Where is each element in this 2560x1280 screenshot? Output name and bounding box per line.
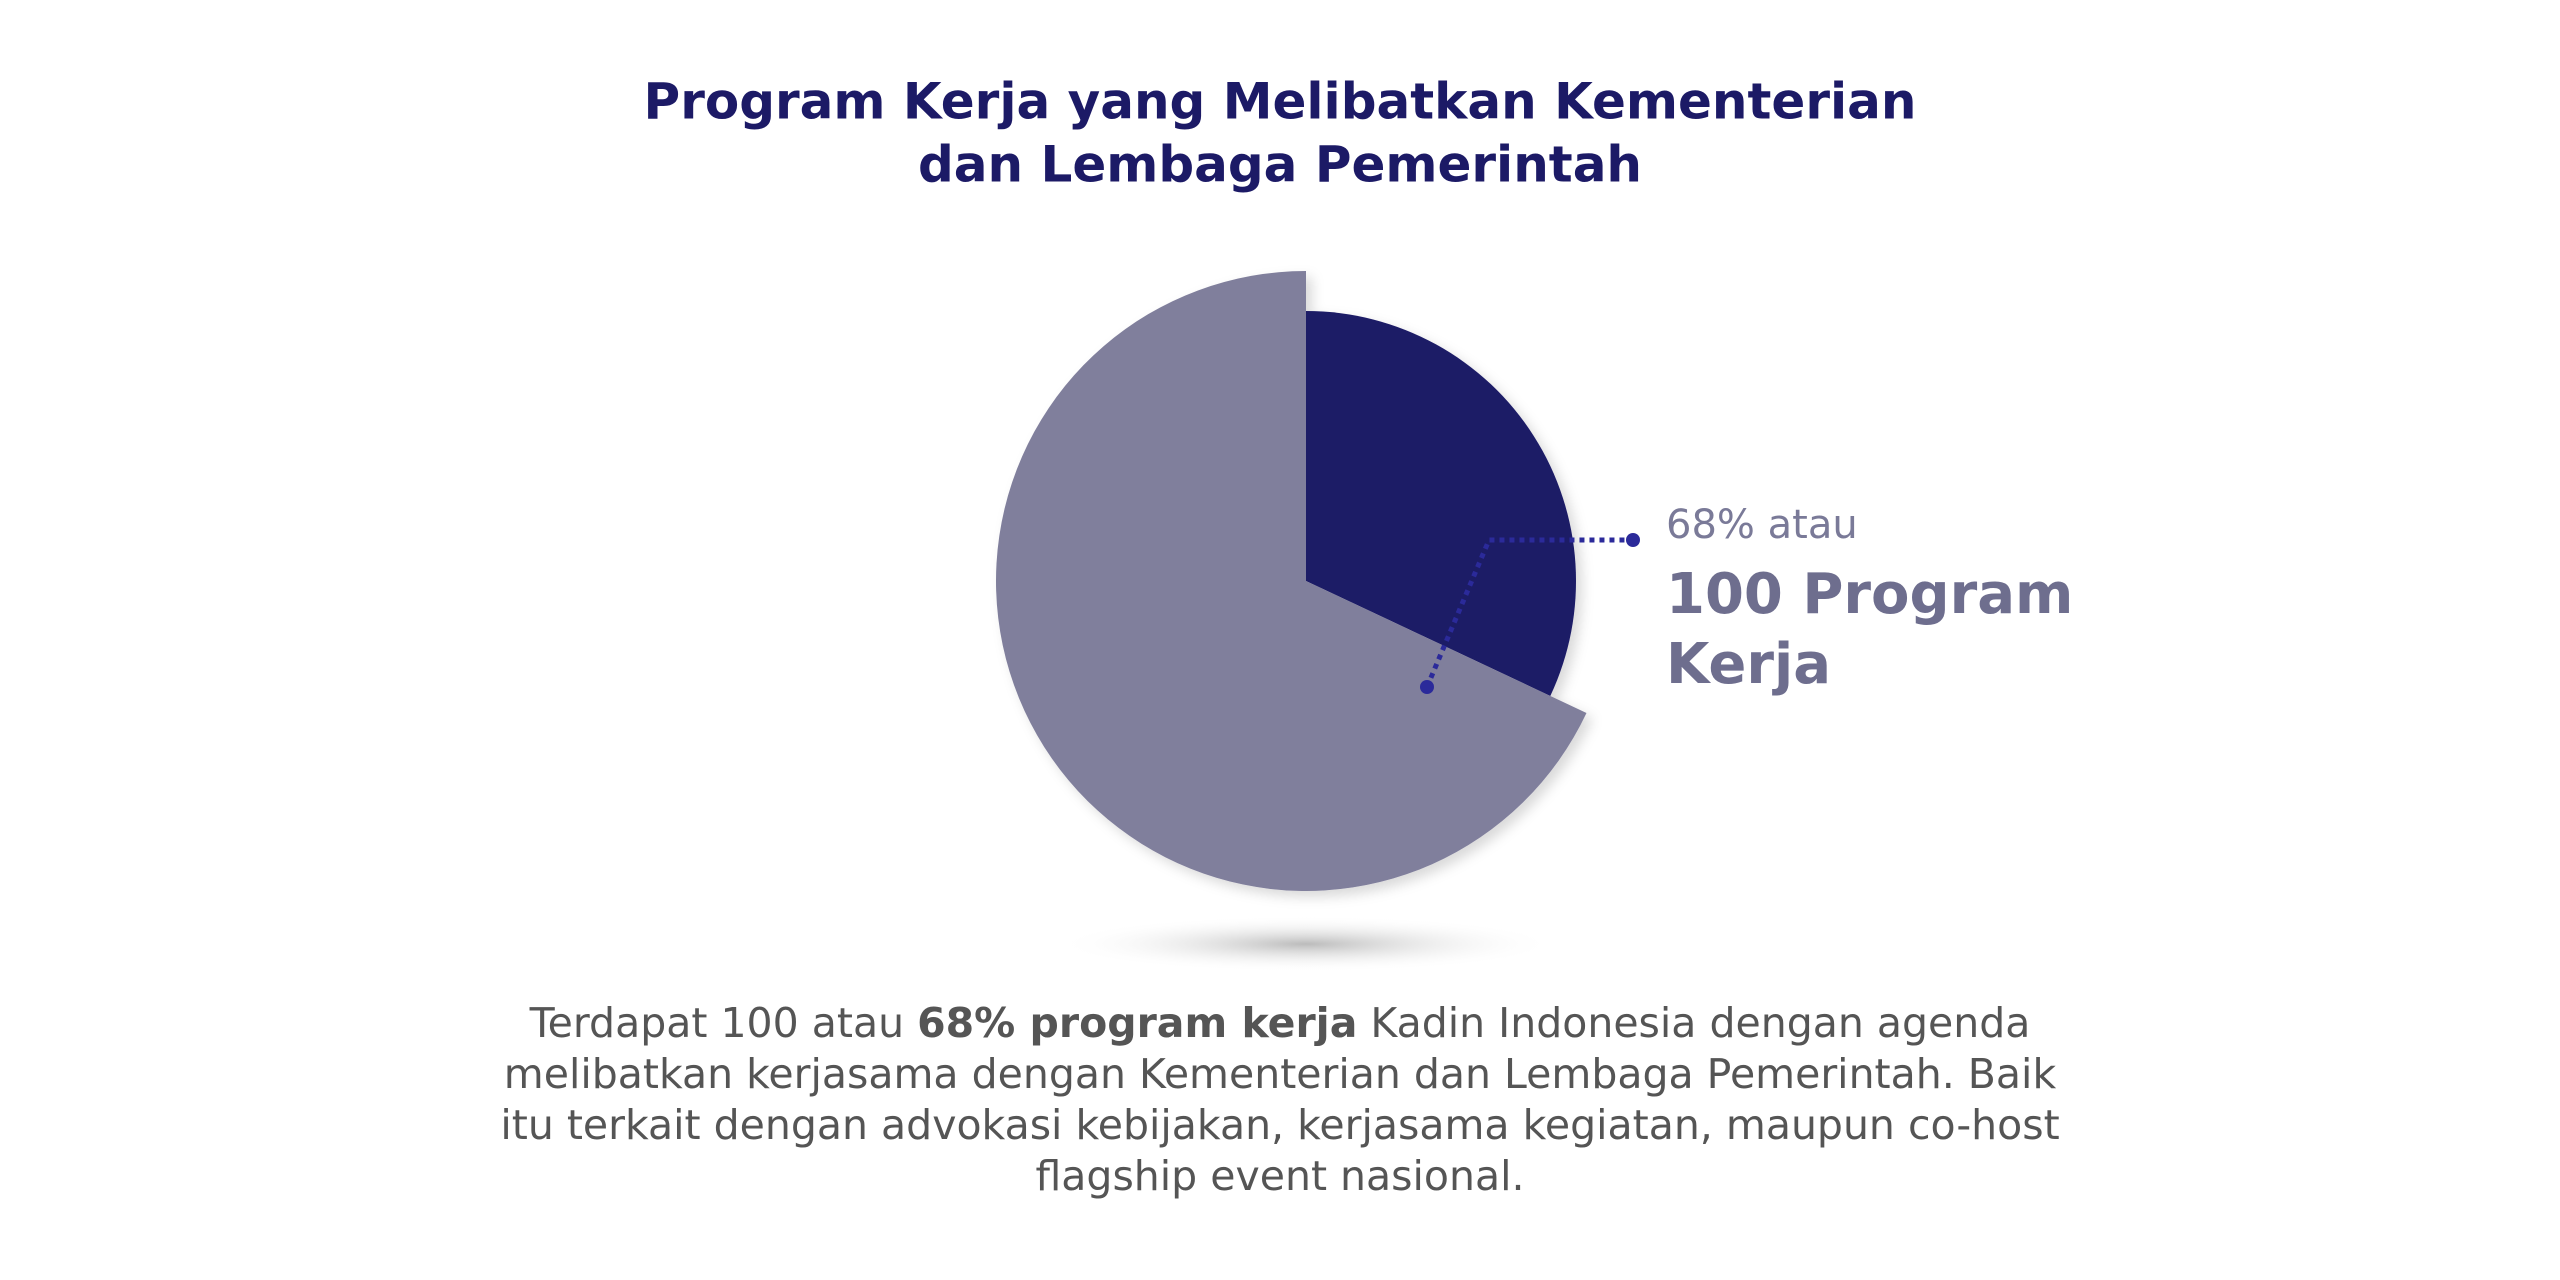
pie (995, 270, 1587, 891)
annotation-small: 68% atau (1666, 502, 1858, 548)
description-text: Terdapat 100 atau (529, 999, 918, 1047)
pie-slice (1306, 311, 1576, 696)
annotation-large: 100 Program Kerja (1666, 562, 2074, 697)
leader-line (1420, 533, 1640, 694)
description: Terdapat 100 atau 68% program kerja Kadi… (480, 998, 2080, 1202)
shadow (1056, 916, 1556, 972)
description-bold: 68% program kerja (917, 999, 1358, 1047)
pie-slice (995, 270, 1587, 891)
chart-title: Program Kerja yang Melibatkan Kementeria… (644, 73, 1917, 131)
chart-title: dan Lembaga Pemerintah (918, 136, 1642, 194)
description-text: Kadin Indonesia dengan agenda melibatkan… (500, 999, 2060, 1200)
